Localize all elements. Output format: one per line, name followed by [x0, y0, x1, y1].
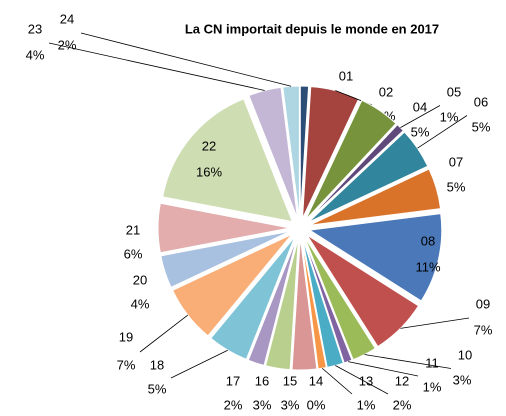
- leader-line: [139, 314, 189, 353]
- slice-value-label: 4%: [26, 47, 45, 62]
- pie-slice: [160, 230, 291, 288]
- pie-slice: [301, 237, 344, 368]
- slice-label: 13: [359, 373, 373, 388]
- pie-slice: [308, 213, 443, 302]
- slice-label: 18: [150, 357, 164, 372]
- leader-line: [400, 105, 441, 128]
- slice-label: 17: [226, 373, 240, 388]
- slice-label: 04: [413, 99, 427, 114]
- slice-value-label: 2%: [224, 397, 243, 412]
- slice-value-label: 0%: [307, 397, 326, 412]
- slice-value-label: 3%: [253, 397, 272, 412]
- slice-label: 15: [283, 373, 297, 388]
- pie-slice: [305, 99, 397, 221]
- slice-label: 14: [309, 373, 323, 388]
- slice-label: 07: [449, 154, 463, 169]
- slice-value-label: 1%: [357, 397, 376, 412]
- slice-value-label: 7%: [474, 322, 493, 337]
- slice-label: 20: [133, 272, 147, 287]
- slice-label: 23: [28, 21, 42, 36]
- slice-label: 22: [202, 138, 216, 153]
- pie-slice: [301, 86, 360, 219]
- pie-slice: [162, 98, 294, 223]
- pie-slice: [300, 237, 319, 369]
- slice-label: 10: [458, 347, 472, 362]
- leader-line: [170, 349, 228, 379]
- slice-value-label: 3%: [453, 372, 472, 387]
- slice-label: 16: [255, 373, 269, 388]
- pie-slice: [306, 123, 405, 222]
- leader-line: [48, 42, 265, 91]
- slice-value-label: 5%: [472, 119, 491, 134]
- slice-label: 08: [421, 233, 435, 248]
- leader-line: [417, 115, 468, 149]
- leader-line: [335, 365, 389, 395]
- chart-title: La CN importait depuis le monde en 2017: [185, 21, 439, 36]
- slice-value-label: 6%: [124, 246, 143, 261]
- slice-label: 05: [447, 84, 461, 99]
- slice-value-label: 1%: [423, 379, 442, 394]
- leader-line: [321, 367, 353, 395]
- pie-slice: [171, 233, 293, 337]
- pie-slice: [299, 85, 310, 219]
- pie-slice: [304, 236, 376, 361]
- slice-label: 19: [119, 329, 133, 344]
- slice-value-label: 2%: [393, 397, 412, 412]
- pie-slice: [307, 131, 429, 223]
- pie-slice: [248, 86, 299, 219]
- pie-slice: [306, 234, 420, 348]
- slice-label: 24: [60, 11, 74, 26]
- pie-slice: [265, 237, 299, 371]
- slice-value-label: 2%: [58, 37, 77, 52]
- slice-value-label: 5%: [148, 381, 167, 396]
- leader-line: [400, 317, 470, 329]
- slice-value-label: 3%: [281, 397, 300, 412]
- slice-value-label: 1%: [440, 109, 459, 124]
- slice-label: 12: [395, 373, 409, 388]
- pie-slice: [309, 168, 442, 226]
- pie-slice: [291, 237, 318, 371]
- leader-line: [80, 32, 292, 87]
- slice-value-label: 5%: [447, 179, 466, 194]
- slice-value-label: 16%: [196, 164, 222, 179]
- slice-value-label: 7%: [117, 357, 136, 372]
- slice-label: 09: [476, 296, 490, 311]
- slice-label: 11: [425, 355, 439, 370]
- pie-slice: [157, 202, 291, 254]
- leader-line: [364, 354, 452, 369]
- slice-label: 06: [474, 94, 488, 109]
- slice-label: 02: [379, 84, 393, 99]
- pie-slice: [247, 237, 298, 366]
- slice-label: 21: [126, 222, 140, 237]
- leader-line: [348, 361, 419, 377]
- slice-label: 01: [339, 68, 353, 83]
- slice-value-label: 4%: [131, 296, 150, 311]
- pie-slice: [210, 236, 296, 360]
- slice-value-label: 11%: [415, 259, 440, 274]
- slice-value-label: 5%: [411, 124, 430, 139]
